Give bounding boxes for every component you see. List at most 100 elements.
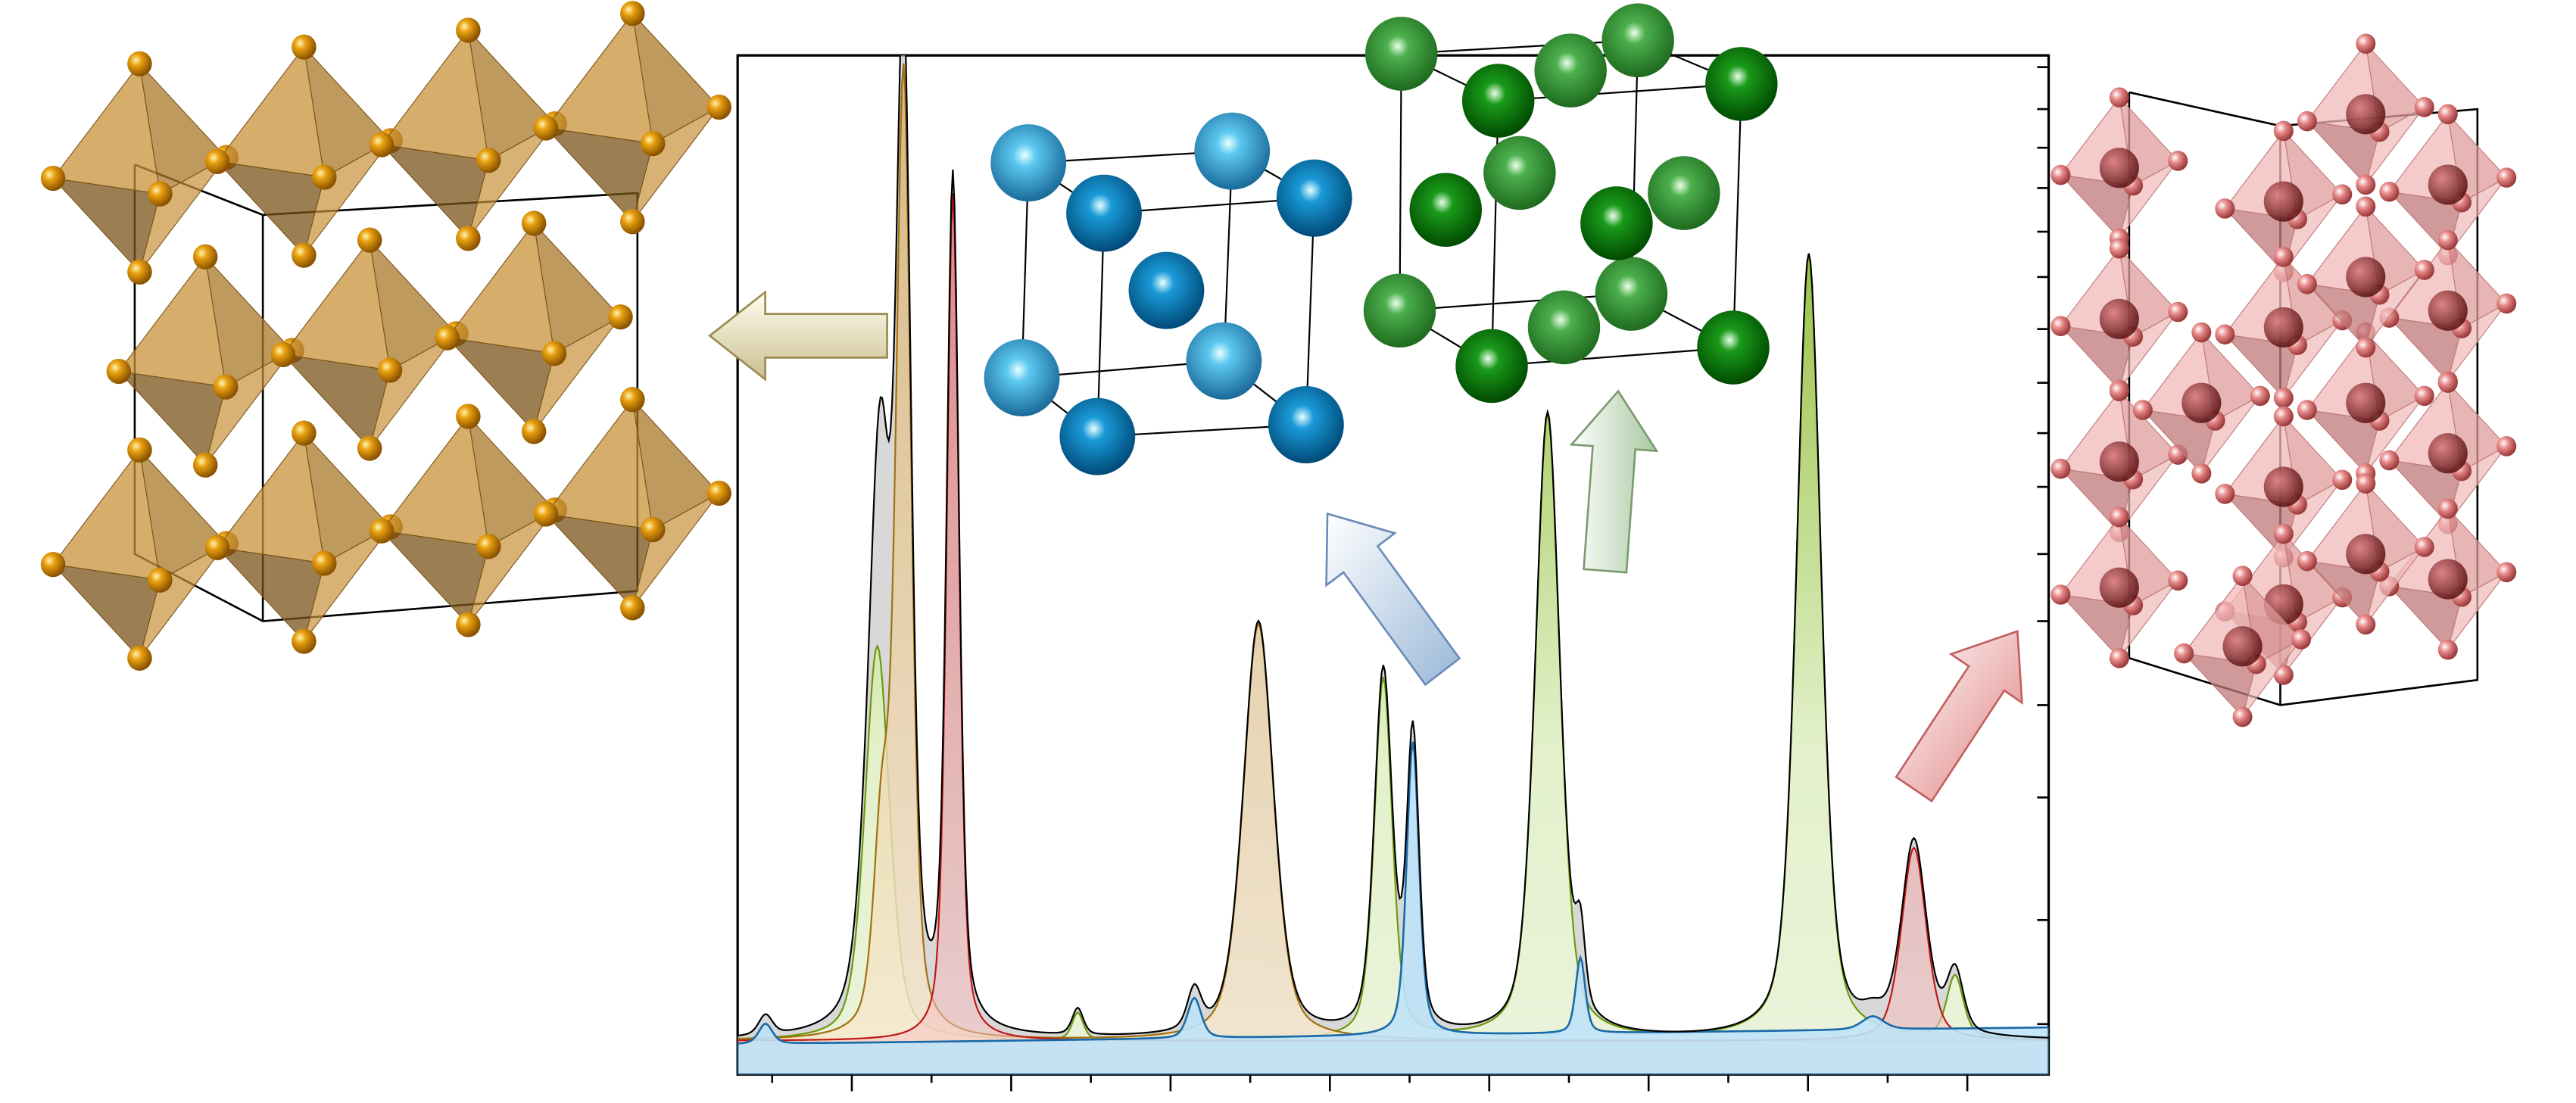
vertex-atom [127, 51, 152, 76]
vertex-atom [2273, 120, 2294, 142]
vertex-atom [312, 550, 337, 576]
vertex-atom [2332, 184, 2353, 205]
vertex-atom [148, 567, 173, 593]
vertex-atom [2437, 229, 2458, 251]
vertex-atom [2496, 436, 2517, 456]
octahedron-face [2447, 445, 2507, 525]
cell-edge [1401, 39, 1639, 55]
center-atom [2428, 290, 2468, 331]
atom [1194, 112, 1271, 190]
vertex-atom [476, 534, 501, 559]
axis-ticks [771, 66, 2049, 1092]
octahedron-face [303, 140, 391, 256]
atom [1186, 322, 1262, 400]
vertex-atom [476, 148, 501, 173]
octahedron-face [139, 157, 227, 273]
vertex-atom [620, 387, 645, 413]
octahedron-face [369, 333, 457, 449]
vertex-atom [706, 480, 731, 506]
vertex-atom [2168, 301, 2188, 322]
vertex-atom [292, 420, 317, 446]
octahedron-face [139, 543, 227, 659]
cell-edge [1498, 83, 1742, 102]
vertex-atom [2496, 167, 2517, 188]
octahedron-face [2283, 194, 2343, 273]
octahedron-face [2283, 319, 2343, 398]
peak-curves [738, 55, 2049, 1075]
vertex-atom [2109, 238, 2129, 259]
vertex-atom [2496, 293, 2517, 314]
arrow [1325, 512, 1461, 687]
vertex-atom [706, 94, 731, 120]
vertex-atom [127, 437, 152, 463]
center-atom [2428, 559, 2468, 600]
vertex-atom [456, 226, 481, 251]
green-cell [1363, 3, 1778, 403]
octahedron-face [467, 509, 556, 625]
vertex-atom [2191, 463, 2212, 484]
center-atom [2099, 441, 2139, 482]
center-atom [2181, 382, 2222, 423]
vertex-atom [2356, 473, 2376, 494]
vertex-atom [2109, 506, 2129, 528]
atom [1595, 257, 1668, 331]
vertex-atom [2109, 87, 2129, 107]
vertex-atom [2109, 381, 2129, 402]
vertex-atom [2232, 706, 2253, 728]
vertex-atom [2168, 570, 2188, 591]
octahedron-face [204, 350, 292, 466]
octahedron-face [2119, 160, 2178, 239]
atom [990, 124, 1067, 202]
vertex-atom [213, 374, 239, 400]
atom [1409, 173, 1483, 247]
octahedron-face [2119, 454, 2178, 533]
cell-edge [1399, 292, 1632, 312]
octahedron-face [467, 123, 556, 239]
octahedron-face [2365, 106, 2425, 185]
vertex-atom [2291, 629, 2312, 650]
octahedron-face [533, 316, 621, 432]
center-atom [2346, 534, 2386, 575]
vertex-atom [192, 452, 218, 478]
atom [1128, 251, 1205, 329]
octahedron-face [2242, 638, 2302, 718]
center-atom [2346, 382, 2386, 423]
vertex-atom [2496, 562, 2517, 583]
vertex-atom [533, 115, 559, 141]
atom [1580, 186, 1653, 260]
vertex-atom [2215, 324, 2235, 345]
atom [1066, 174, 1142, 252]
vertex-atom [106, 358, 132, 385]
vertex-atom [2356, 614, 2376, 635]
center-atom [2428, 433, 2468, 474]
vertex-atom [2297, 400, 2317, 420]
atom [1059, 397, 1136, 475]
center-atom [2099, 567, 2139, 608]
octahedron-face [2365, 395, 2425, 474]
vertex-atom [456, 17, 481, 43]
vertex-atom [2273, 665, 2294, 685]
center-atom [2428, 164, 2468, 205]
center-atom [2346, 257, 2386, 298]
atom [1461, 64, 1535, 138]
vertex-atom [2232, 566, 2253, 586]
octahedron-face [632, 106, 720, 223]
vertex-atom [541, 341, 567, 366]
vertex-atom [2051, 584, 2071, 605]
vertex-atom [2437, 104, 2458, 125]
vertex-atom [357, 435, 382, 461]
vertex-atom [2437, 372, 2458, 393]
octahedron-face [2119, 311, 2178, 390]
vertex-atom [2273, 406, 2294, 427]
sum-line [738, 55, 2049, 1039]
vertex-atom [2356, 174, 2376, 195]
vertex-atom [640, 517, 666, 543]
vertex-atom [369, 518, 395, 544]
octahedron-face [2200, 395, 2261, 474]
atom [984, 338, 1060, 416]
vertex-atom [2168, 151, 2188, 171]
blue-area [738, 741, 2049, 1075]
atom [1527, 290, 1601, 365]
arrow [708, 290, 888, 382]
